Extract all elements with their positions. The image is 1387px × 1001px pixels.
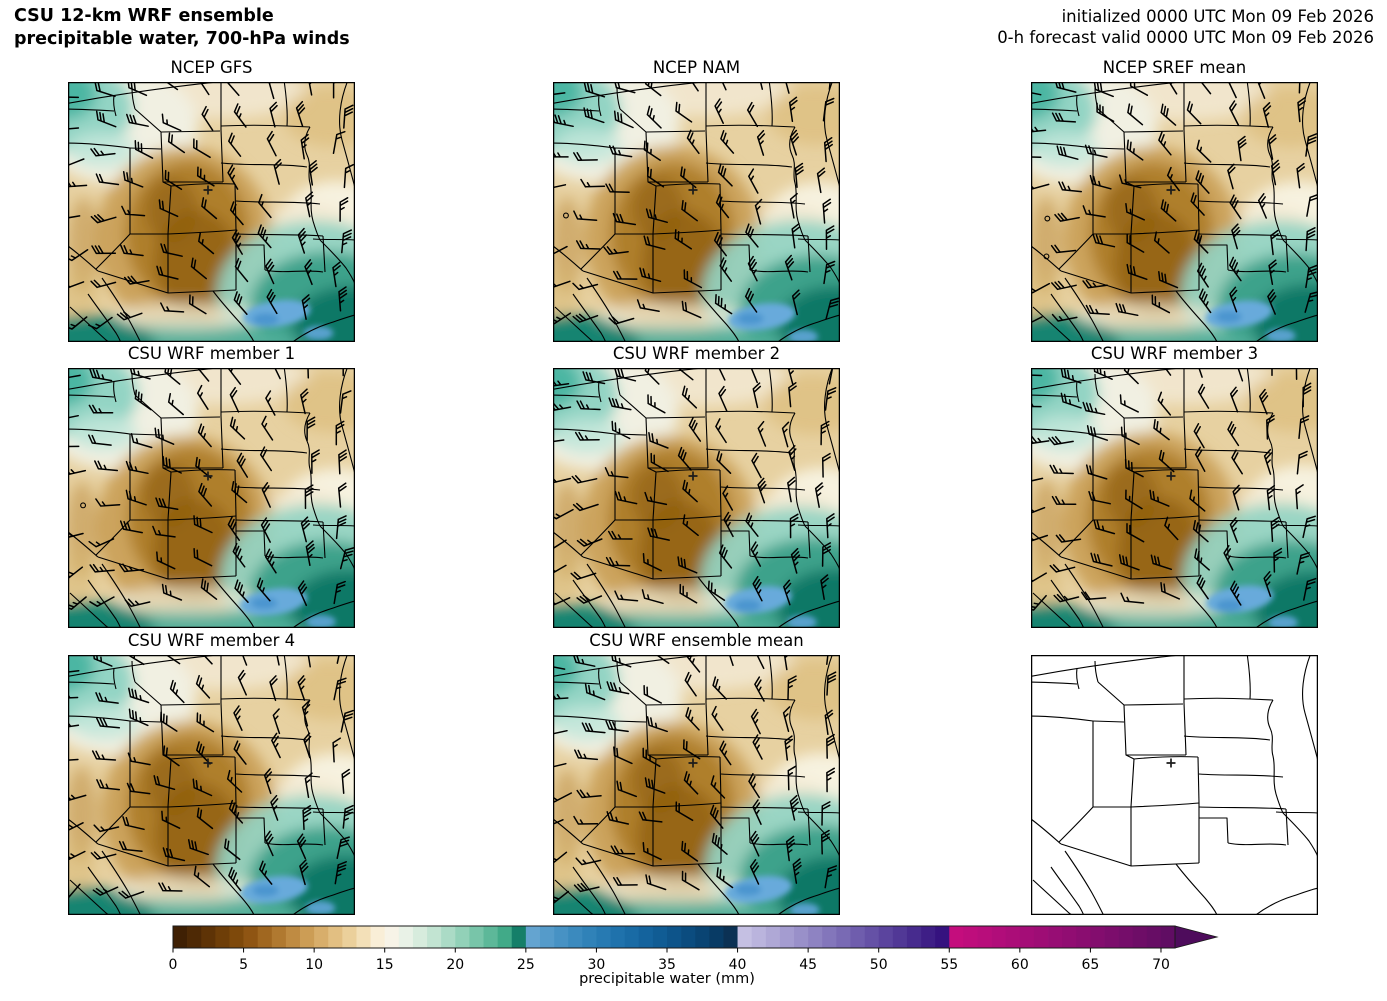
panel-ncep-nam [553,82,840,342]
panel-csu-wrf-ensemble-mean [553,655,840,915]
map-canvas [553,655,840,915]
site-plus-marker [1166,471,1176,481]
valid-time: 0-h forecast valid 0000 UTC Mon 09 Feb 2… [997,28,1374,47]
colorbar: 0 5 10 15 20 25 30 35 40 45 50 55 60 65 70 [169,925,1219,973]
colorbar-tick-label: 30 [588,957,606,973]
colorbar-extend-arrow [1174,925,1219,949]
figure-title-line2: precipitable water, 700-hPa winds [14,29,350,49]
panel-title-csu-wrf-member-3: CSU WRF member 3 [1090,344,1259,363]
panel-title-ncep-sref-mean: NCEP SREF mean [1102,58,1247,77]
panel-title-csu-wrf-ensemble-mean: CSU WRF ensemble mean [589,631,804,650]
panel-frame [553,368,840,628]
figure-title: CSU 12-km WRF ensemble precipitable wate… [14,5,350,51]
panel-frame [68,655,355,915]
pw-field-contours [1031,82,1318,342]
pw-field-contours [68,655,355,915]
panel-frame [1031,82,1318,342]
colorbar-ticks: 0 5 10 15 20 25 30 35 40 45 50 55 60 65 70 [169,948,1170,973]
panel-title-ncep-nam: NCEP NAM [652,58,741,77]
wind-barbs [553,368,837,607]
map-canvas [1031,368,1318,628]
wind-barbs [68,368,355,610]
init-time: initialized 0000 UTC Mon 09 Feb 2026 [1061,7,1374,26]
map-canvas [68,368,355,628]
colorbar-tick-label: 0 [169,957,178,973]
colorbar-tick-label: 45 [799,957,817,973]
pw-high-pocket [728,303,819,342]
panel-frame [553,655,840,915]
pw-high-pocket [1205,300,1296,342]
panel-csu-wrf-member-1 [68,368,355,628]
colorbar-tick-label: 60 [1011,957,1029,973]
wind-barbs [553,655,838,905]
map-canvas [1031,82,1318,342]
pw-high-pocket [240,875,336,915]
pw-field-contours [553,82,840,342]
pw-high-pocket [724,875,820,915]
pw-high-pocket [239,588,336,628]
colorbar-tick-label: 20 [446,957,464,973]
colorbar-tick-label: 70 [1152,957,1170,973]
state-borders [1031,368,1318,628]
panel-frame [1031,368,1318,628]
panel-ncep-gfs [68,82,355,342]
calm-wind-stations [1043,215,1051,260]
calm-wind-stations [80,502,87,509]
wind-barbs [553,82,840,325]
init-info: initialized 0000 UTC Mon 09 Feb 2026 0-h… [997,6,1374,48]
panel-frame [68,368,355,628]
state-borders [68,82,355,342]
map-canvas [553,368,840,628]
colorbar-tick-label: 10 [305,957,323,973]
panel-title-csu-wrf-member-4: CSU WRF member 4 [127,631,296,650]
panel-csu-wrf-member-4 [68,655,355,915]
panel-title-csu-wrf-member-1: CSU WRF member 1 [127,344,296,363]
site-plus-marker [688,471,698,481]
colorbar-tick-label: 15 [376,957,394,973]
site-plus-marker [203,758,213,768]
panel-frame [553,82,840,342]
pw-high-pocket [724,586,817,628]
map-canvas [1031,655,1318,915]
colorbar-tick-label: 40 [729,957,747,973]
panel-title-ncep-gfs: NCEP GFS [170,58,253,77]
panel-ncep-sref-mean [1031,82,1318,342]
colorbar-tick-label: 55 [940,957,958,973]
map-canvas [68,82,355,342]
site-plus-marker [688,758,698,768]
figure-title-line1: CSU 12-km WRF ensemble [14,6,274,26]
colorbar-tick-label: 65 [1081,957,1099,973]
colorbar-tick-label: 35 [658,957,676,973]
pw-high-pocket [1205,585,1298,628]
pw-field-contours [553,655,840,915]
panel-csu-wrf-member-3 [1031,368,1318,628]
panel-frame [1031,655,1318,915]
colorbar-label: precipitable water (mm) [579,971,755,987]
panel-title-csu-wrf-member-2: CSU WRF member 2 [612,344,781,363]
state-borders [1031,655,1318,915]
colorbar-tick-label: 25 [517,957,535,973]
colorbar-tick-label: 50 [870,957,888,973]
panel-basemap-empty [1031,655,1318,915]
state-borders [68,655,355,915]
calm-wind-stations [563,212,569,219]
state-borders [553,655,840,915]
colorbar-tick-label: 5 [239,957,248,973]
state-borders [1031,82,1318,342]
panel-frame [68,82,355,342]
panel-csu-wrf-member-2 [553,368,840,628]
map-canvas [553,82,840,342]
site-plus-marker [203,471,213,481]
site-plus-marker [1166,185,1176,195]
site-plus-marker [688,185,698,195]
site-plus-marker [1166,758,1176,768]
map-canvas [68,655,355,915]
colorbar-segments [173,926,1176,948]
site-plus-marker [203,185,213,195]
